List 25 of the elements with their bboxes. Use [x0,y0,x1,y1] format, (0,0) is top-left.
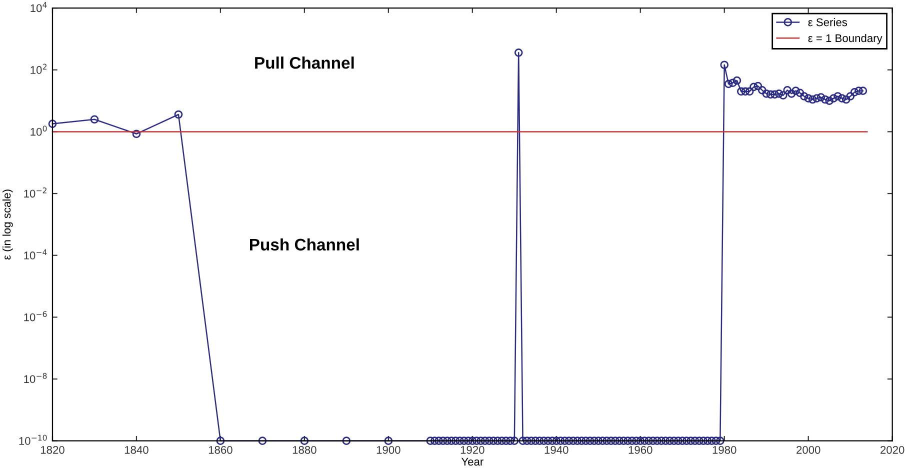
x-tick-label: 1860 [208,446,232,454]
x-axis-title: Year [461,458,484,466]
y-tick-label: 10$^{−10}$ [19,434,47,445]
y-tick-label: 10$^{4}$ [30,2,47,12]
y-tick-label: 10$^{−6}$ [24,311,47,322]
y-tick-label: 10$^{0}$ [30,126,47,136]
x-tick-label: 1900 [376,446,400,454]
y-axis-title: ε (in log scale) [2,190,13,260]
x-tick-label: 1960 [628,446,652,454]
legend-label: ε Series [808,18,848,26]
annotation: Pull Channel [255,56,354,69]
y-tick-label: 10$^{2}$ [30,64,46,74]
x-tick-label: 1880 [292,446,316,454]
x-tick-label: 1840 [124,446,148,454]
x-tick-label: 1940 [544,446,568,454]
x-tick-label: 1820 [40,446,64,454]
y-tick-label: 10$^{−4}$ [24,249,47,260]
x-tick-label: 1980 [712,446,736,454]
x-tick-label: 2000 [796,446,820,454]
y-tick-label: 10$^{−8}$ [24,372,47,384]
annotation: Push Channel [250,238,359,251]
x-tick-label: 1920 [460,446,484,454]
y-tick-label: 10$^{−2}$ [24,187,46,198]
x-tick-label: 2020 [880,446,904,454]
legend-label: ε = 1 Boundary [808,34,882,44]
